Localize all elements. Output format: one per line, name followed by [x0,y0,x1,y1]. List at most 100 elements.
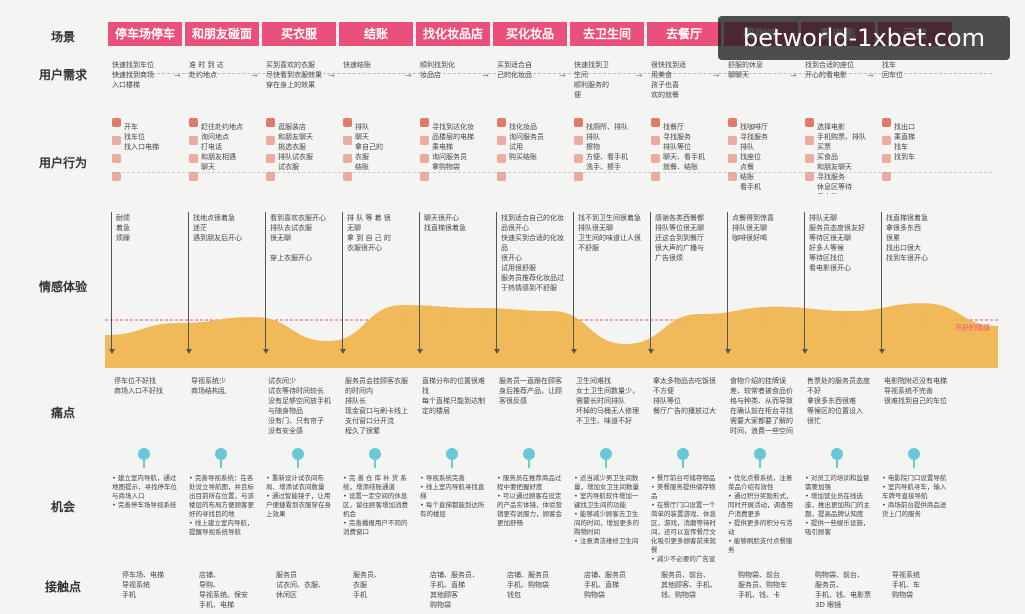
emotion-area [105,303,998,368]
opportunity-text: • 优化点餐系统，注意菜品介绍有效性 • 通过积分奖励形式，同时开展活动，调查用… [728,474,793,554]
opportunity-text: • 重新设计试衣间布局、增添试衣间数量 • 通过智能镜子，让用户便捷看到衣服穿在… [266,474,331,518]
emotion-marker [417,212,423,354]
flow-arrow: → [867,71,874,80]
car-icon [112,118,121,127]
row-label-emotion: 情感体验 [38,280,87,294]
scene-header[interactable]: 去卫生间 [570,22,644,46]
food-icon [651,118,660,127]
food-icon [651,172,660,181]
cart-icon [343,172,352,181]
shop-icon [420,154,429,163]
flow-arrow: → [636,71,643,80]
row-label-need: 用户需求 [38,68,87,82]
shirt-icon [266,154,275,163]
emotion-text: 看到喜欢衣服开心 排队去试衣服 很无聊 穿上衣服开心 [270,214,326,262]
flow-arrow: → [790,71,797,80]
touchpoint-text: 店铺、 导购、 导视系统、保安 手机、电梯 [199,571,248,609]
coffee-icon [728,172,737,181]
emotion-marker [340,212,346,354]
pain-text: 服务员会挂顾客衣服的时间内 排队长 现金窗口与刷卡线上 支付窗口分开流 程久了很… [345,377,408,435]
toilet-icon [574,172,583,181]
cart-icon [343,154,352,163]
scene-header[interactable]: 买化妆品 [493,22,567,46]
opportunity-text: • 对员工的培训和监督需要加强 • 增加营业员在线选座，推出更加热门的主题，提高… [805,474,870,536]
row-label-opportunity: 机会 [50,500,75,514]
flow-arrow: → [251,71,258,80]
scene-header[interactable]: 停车场停车 [108,22,182,46]
emotion-text: 点餐得到惊喜 排队很无聊 咖啡很好喝 [732,214,774,242]
row-label-scene: 场景 [50,30,75,44]
bag-icon [497,154,506,163]
opportunity-text: • 完善导视系统：在各处设立导航图，并且标出目前所在位置，与该楼层的布局方便顾客… [189,474,254,536]
behavior-text: 寻找到达化妆 品楼层的电梯 乘电梯 询问服务员 拿购物袋 [432,123,474,171]
need-text: 舒服的休息 聊聊天 [728,61,763,79]
scene-header[interactable]: 去餐厅 [647,22,721,46]
bag-icon [497,136,506,145]
people-icon [189,154,198,163]
need-text: 找车 回车位 [882,61,903,79]
opportunity-text: • 适当减少男卫生间数量，增加女卫生间数量 • 室内导航软件增加一键找卫生间的功… [574,474,639,545]
emotion-text: 排队无聊 服务员态度很友好 等待区很无聊 好多人等候 等待区找位 看电影很开心 [809,214,865,272]
behavior-text: 逛服装店 和朋友聊天 挑选衣服 排队试衣服 试衣服 [278,123,313,171]
touchpoint-text: 购物袋、前台、 服务员、 手机、钱、电影票 3D 眼镜 [815,571,871,609]
opportunity-dot [754,448,766,468]
pain-text: 售票处的服务员态度不好 拿很多东西很难 等候区的位置设入 很忙 [807,377,870,425]
row-label-touchpoint: 接触点 [44,580,81,594]
touchpoint-text: 服务员、 衣服 手机 [353,571,381,599]
movie-icon [805,172,814,181]
emotion-text: 找不到卫生间很着急 排队很无聊 卫生间的味道让人很不舒服 [578,214,641,252]
movie-icon [805,154,814,163]
emotion-text: 感谢各类西餐都 排队等位很无聊 还这会到到餐厅 很大声的广播与 广告很烦 [655,214,704,262]
row-label-behavior: 用户行为 [38,156,87,170]
pain-text: 拿太多物品去吃饭很不方便 排队等位 餐厅广告的播放过大 [653,377,716,415]
scene-header[interactable]: 和朋友碰面 [185,22,259,46]
behavior-text: 找出口 乘直梯 找车 找到车 [894,123,915,161]
emotion-marker [186,212,192,354]
exit-icon [882,118,891,127]
people-icon [189,136,198,145]
scene-header[interactable]: 找化妆品店 [416,22,490,46]
toilet-icon [574,154,583,163]
emotion-marker [725,212,731,354]
scene-header[interactable]: 结账 [339,22,413,46]
behavior-text: 找餐厅 寻找服务 排队等位 聊天、看手机 就餐、结账 [663,123,705,171]
pain-text: 导视系统少 商场结构乱 [191,377,226,395]
pain-text: 服务员一直跟在顾客身后推荐产品，让顾客很反感 [499,377,562,405]
touchpoint-text: 服务员 试衣间、衣服、 休闲区 [276,571,325,599]
need-text: 顺利找到化 妆品店 [420,61,455,79]
movie-icon [805,118,814,127]
exit-icon [882,154,891,163]
need-text: 买到喜欢的衣服 尽快看到衣服效果 穿在身上的效果 [266,61,322,89]
scene-header[interactable]: 买衣服 [262,22,336,46]
pain-text: 卫生间难找 女士卫生间数量少，需要长时间排队 坏掉的马桶无人修理 不卫生、味道不… [576,377,639,425]
movie-icon [805,136,814,145]
exit-icon [882,172,891,181]
opportunity-dot [600,448,612,468]
emotion-marker [571,212,577,354]
opportunity-dot [292,448,304,468]
exit-icon [882,136,891,145]
touchpoint-text: 导视系统 手机、车 购物袋 [892,571,920,599]
touchpoint-text: 服务员、前台、 其他顾客、手机、 钱、购物袋 [661,571,717,599]
need-text: 买到适合自 己的化妆品 [497,61,532,79]
pain-text: 停车位不好找 商场入口不好找 [114,377,163,395]
people-icon [189,172,198,181]
behavior-text: 找化妆品 询问服务员 试用 购买结账 [509,123,544,161]
coffee-icon [728,118,737,127]
bag-icon [497,118,506,127]
pain-text: 试衣间少 试衣等待时间较长 没有足够空间放手机与随身物品 没有门、只有帘子 没有… [268,377,331,435]
behavior-text: 找厕所、排队 排队 擦物 方便、看手机 洗手、擦手 [586,123,628,171]
opportunity-dot [677,448,689,468]
need-text: 快速找到车位 快速找到商场 入口楼梯 [112,61,154,89]
car-icon [112,136,121,145]
need-text: 很快找到适 用美食 孩子也喜 欢的就餐 [651,61,686,99]
behavior-text: 开车 找车位 找入口电梯 [124,123,159,151]
need-text: 找到合适的座位 开心的看电影 [805,61,854,79]
emotion-marker [879,212,885,354]
need-text: 快速找到卫 生间 顺利服务的 便 [574,61,609,99]
shop-icon [420,118,429,127]
opportunity-dot [215,448,227,468]
emotion-text: 找直梯很着急 拿很多东西 很累 找出口很大 找到车很开心 [886,214,928,262]
coffee-icon [728,154,737,163]
opportunity-text: • 建立室内导航，通过地图提示，寻找停车位与商场入口 • 完善停车场导视系统 [112,474,177,509]
